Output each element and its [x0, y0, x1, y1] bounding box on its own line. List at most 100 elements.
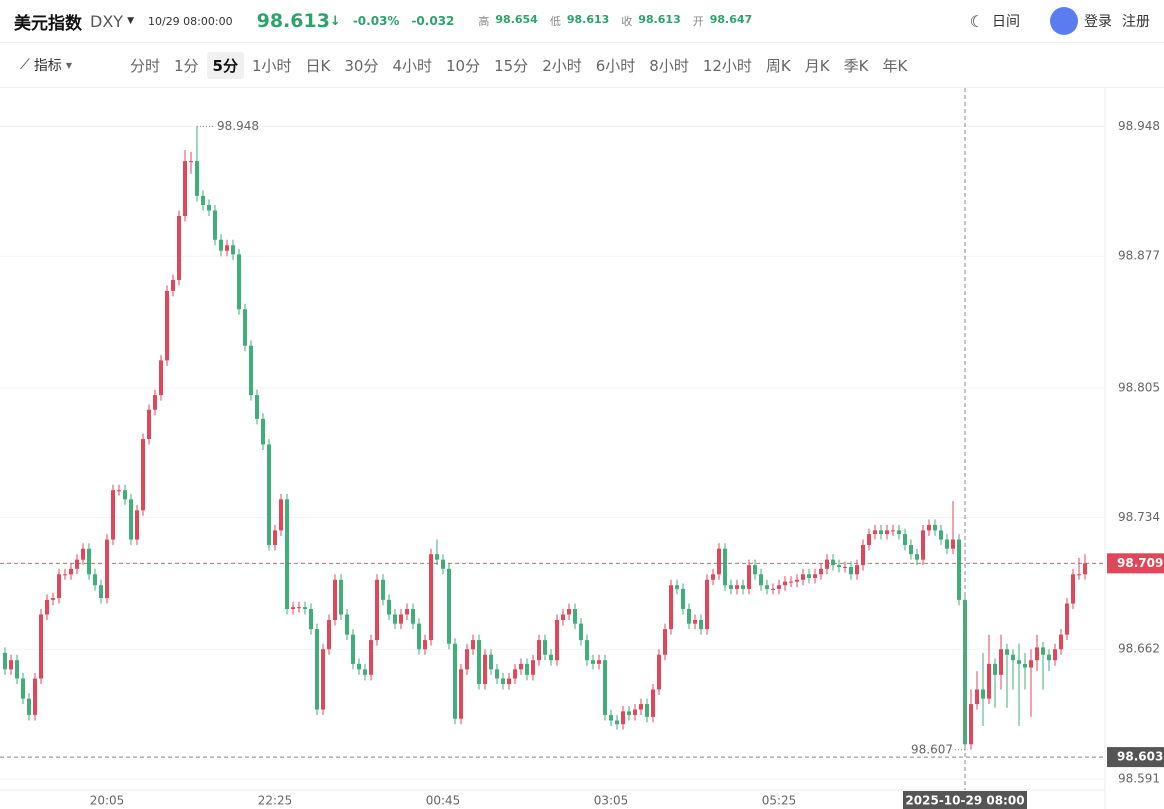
avatar[interactable] [1050, 7, 1078, 35]
candle-body [975, 689, 979, 705]
change-pct: -0.03% [352, 14, 400, 28]
candle-body [279, 499, 283, 531]
candle-body [621, 711, 625, 725]
dropdown-arrow[interactable]: ▼ [65, 60, 72, 70]
period-tab[interactable]: 日K [305, 56, 331, 75]
period-tab[interactable]: 15分 [494, 56, 529, 75]
candle-body [933, 524, 937, 531]
candle-body [105, 539, 109, 599]
candle-body [753, 565, 757, 575]
last-price-label: 98.709 [1117, 556, 1163, 570]
period-tab[interactable]: 8小时 [649, 56, 689, 75]
candle-body [309, 609, 313, 630]
period-tab[interactable]: 季K [843, 56, 869, 75]
candle-body [867, 534, 871, 546]
period-tab[interactable]: 1小时 [251, 56, 292, 75]
candle-body [795, 579, 799, 582]
candle-body [45, 599, 49, 615]
candle-body [123, 490, 127, 500]
stats: 高 98.654 低 98.613 收 98.613 开 98.647 [478, 13, 764, 29]
price: 98.613 [256, 10, 330, 32]
indicator-icon[interactable]: ⟋ [20, 57, 30, 73]
y-tick-label: 98.948 [1118, 119, 1160, 133]
theme[interactable]: 日间 [992, 14, 1020, 30]
period-tab[interactable]: 4小时 [392, 56, 432, 75]
candle-body [111, 490, 115, 540]
candle-body [567, 609, 571, 615]
period-tab[interactable]: 5分 [206, 51, 244, 79]
candle-body [837, 565, 841, 567]
period-tab[interactable]: 年K [882, 56, 908, 75]
candle-body [63, 574, 67, 576]
toolbar: ⟋ 指标 ▼ 分时 1分 5分 1小时 日K 30分 4小时 10分 15分 2小时 6小时 8小时 1… [0, 43, 1164, 88]
header: 美元指数 DXY ▼ 10/29 08:00:00 98.613 ↓ -0.03… [0, 0, 1164, 43]
period-tab[interactable]: 1分 [173, 56, 199, 75]
candle-body [939, 530, 943, 540]
candle-body [573, 609, 577, 624]
candle-body [909, 545, 913, 555]
candle-body [207, 205, 211, 211]
moon-icon[interactable]: ☾ [969, 11, 984, 31]
down-arrow: ↓ [329, 13, 341, 29]
y-tick-label: 98.734 [1118, 510, 1160, 524]
candle-body [675, 585, 679, 589]
candle-body [1029, 660, 1033, 668]
candle-body [87, 548, 91, 575]
y-tick-label: 98.662 [1118, 642, 1160, 656]
symbol[interactable]: DXY [90, 11, 124, 31]
candle-body [537, 640, 541, 661]
candle-body [411, 609, 415, 624]
candle-body [195, 161, 199, 196]
period-tab[interactable]: 12小时 [702, 56, 752, 75]
stat-label: 开 [692, 15, 704, 28]
candle-body [153, 395, 157, 410]
login[interactable]: 登录 [1084, 14, 1112, 30]
candle-body [147, 409, 151, 439]
change: -0.032 [411, 14, 455, 28]
period-tab[interactable]: 10分 [446, 56, 481, 75]
candle-body [135, 510, 139, 540]
candle-body [891, 530, 895, 532]
candle-body [369, 640, 373, 675]
period-tab[interactable]: 分时 [129, 56, 160, 75]
candle-body [693, 619, 697, 624]
candle-body [417, 623, 421, 650]
candle-body [303, 607, 307, 610]
candle-body [807, 574, 811, 578]
candle-body [759, 574, 763, 586]
candle-body [405, 609, 409, 615]
period-tab[interactable]: 2小时 [542, 56, 582, 75]
candle-body [129, 499, 133, 540]
period-tab[interactable]: 30分 [344, 56, 379, 75]
x-tick-label: 20:05 [90, 794, 125, 808]
candle-body [1083, 563, 1087, 575]
candle-body [453, 643, 457, 719]
crosshair-x-box [903, 791, 1027, 809]
y-tick-label: 98.877 [1118, 249, 1160, 263]
register[interactable]: 注册 [1122, 14, 1150, 30]
candle-body [723, 548, 727, 586]
candle-body [375, 579, 379, 641]
candle-body [819, 568, 823, 575]
period-tab[interactable]: 月K [804, 56, 830, 75]
candle-body [651, 689, 655, 717]
candle-body [291, 607, 295, 610]
candle-body [15, 660, 19, 679]
candle-body [1077, 574, 1081, 576]
candle-body [855, 565, 859, 575]
indicator[interactable]: 指标 [33, 58, 62, 74]
candle-body [459, 669, 463, 719]
x-tick-label: 00:45 [426, 794, 461, 808]
candle-body [99, 585, 103, 599]
period-tab[interactable]: 周K [765, 56, 791, 75]
candle-body [381, 579, 385, 600]
candle-body [627, 711, 631, 716]
candle-body [27, 698, 31, 716]
period-tab[interactable]: 6小时 [595, 56, 636, 75]
candle-body [897, 530, 901, 535]
candle-body [735, 585, 739, 589]
candle-body [957, 539, 961, 600]
x-tick-label: 05:25 [762, 794, 797, 808]
candle-body [861, 545, 865, 566]
dropdown-arrow[interactable]: ▼ [127, 16, 134, 26]
